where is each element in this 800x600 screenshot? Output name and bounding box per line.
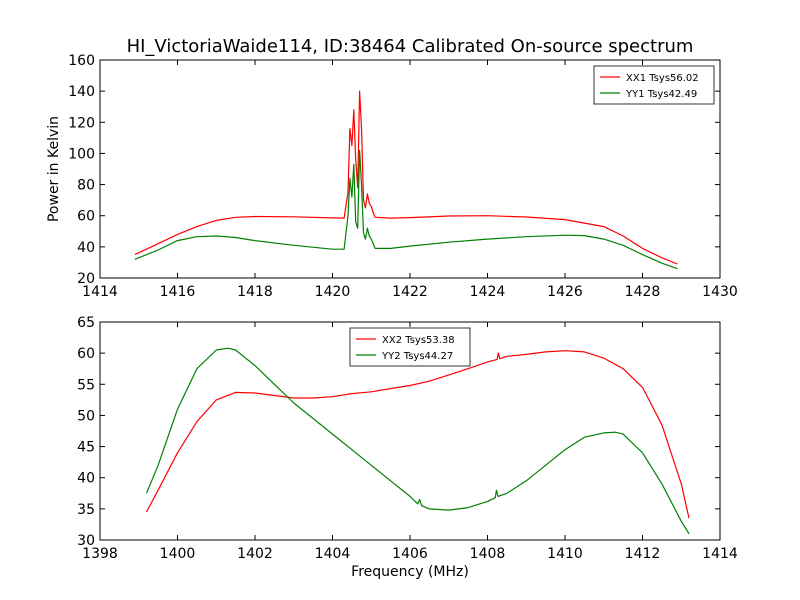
x-tick-label: 1416 (160, 284, 196, 300)
y-tick-label: 160 (68, 53, 95, 69)
y-tick-label: 140 (68, 84, 95, 100)
x-tick-label: 1412 (625, 546, 661, 562)
y-tick-label: 65 (77, 315, 95, 331)
y-tick-label: 120 (68, 115, 95, 131)
x-tick-label: 1404 (315, 546, 351, 562)
x-axis-label: Frequency (MHz) (351, 564, 469, 580)
x-tick-label: 1414 (702, 546, 738, 562)
top-plot: 1414 1416 1418 1420 1422 1424 1426 1428 1430 20 40… (46, 53, 738, 300)
y-tick-label: 40 (77, 471, 95, 487)
legend-label: YY2 Tsys44.27 (381, 351, 453, 362)
x-tick-label: 1422 (392, 284, 428, 300)
x-tick-label: 1402 (237, 546, 273, 562)
series-line-1 (145, 350, 690, 519)
x-tick-label: 1430 (702, 284, 738, 300)
y-tick-label: 35 (77, 502, 95, 518)
y-axis-label: Power in Kelvin (46, 116, 62, 222)
bottom-plot: 1398 1400 1402 1404 1406 1408 1410 1412 1414 30 35… (77, 315, 738, 580)
x-tick-label: 1428 (625, 284, 661, 300)
legend-label: XX1 Tsys56.02 (626, 73, 699, 84)
series-line-1 (134, 90, 678, 265)
series-line-2 (134, 149, 678, 270)
x-tick-label: 1418 (237, 284, 273, 300)
legend-label: YY1 Tsys42.49 (625, 89, 697, 100)
x-tick-label: 1406 (392, 546, 428, 562)
y-tick-label: 60 (77, 209, 95, 225)
y-tick-label: 30 (77, 533, 95, 549)
figure-title: HI_VictoriaWaide114, ID:38464 Calibrated… (127, 36, 694, 57)
legend-label: XX2 Tsys53.38 (382, 335, 455, 346)
y-tick-label: 40 (77, 240, 95, 256)
y-tick-label: 45 (77, 440, 95, 456)
x-tick-label: 1414 (82, 284, 118, 300)
x-tick-label: 1400 (160, 546, 196, 562)
y-tick-label: 55 (77, 377, 95, 393)
x-tick-label: 1408 (470, 546, 506, 562)
legend: XX2 Tsys53.38 YY2 Tsys44.27 (349, 327, 471, 367)
y-tick-label: 50 (77, 408, 95, 424)
y-tick-label: 100 (68, 146, 95, 162)
y-tick-label: 20 (77, 271, 95, 287)
x-tick-label: 1410 (547, 546, 583, 562)
legend: XX1 Tsys56.02 YY1 Tsys42.49 (593, 65, 715, 105)
x-tick-label: 1420 (315, 284, 351, 300)
x-tick-label: 1398 (82, 546, 118, 562)
series-line-2 (145, 347, 690, 535)
legend-box (593, 65, 715, 105)
y-tick-label: 60 (77, 346, 95, 362)
y-tick-label: 80 (77, 178, 95, 194)
x-tick-label: 1426 (547, 284, 583, 300)
x-tick-label: 1424 (470, 284, 506, 300)
legend-box (349, 327, 471, 367)
